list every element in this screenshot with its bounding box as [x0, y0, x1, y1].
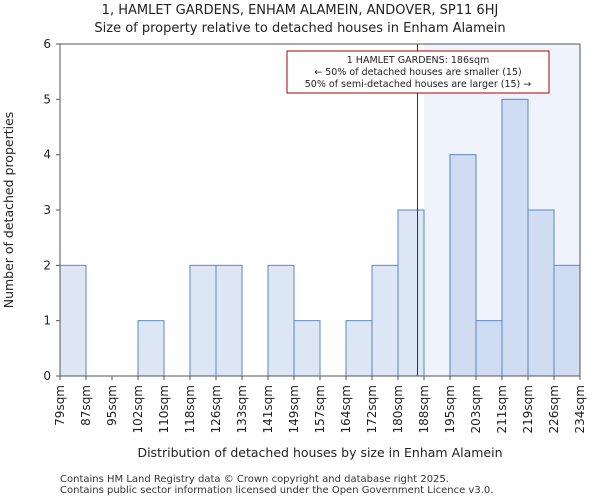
x-tick-label: 149sqm [287, 385, 301, 433]
bar-149sqm [293, 320, 321, 377]
x-tick-label: 133sqm [235, 385, 249, 433]
x-tick-label: 118sqm [183, 385, 197, 433]
bar-118sqm [189, 264, 217, 377]
bar-79sqm [59, 264, 87, 377]
x-tick-label: 219sqm [521, 385, 535, 433]
bar-102sqm [137, 320, 165, 377]
y-axis-label: Number of detached properties [1, 112, 16, 309]
bar-180sqm [397, 209, 425, 377]
y-tick-label: 6 [43, 37, 51, 51]
x-tick-label: 172sqm [365, 385, 379, 433]
bar-172sqm [371, 264, 399, 377]
footer-line-1: Contains HM Land Registry data © Crown c… [60, 474, 449, 485]
y-tick-label: 0 [43, 369, 51, 383]
annotation-line-3: 50% of semi-detached houses are larger (… [305, 79, 532, 90]
x-tick-label: 102sqm [131, 385, 145, 433]
x-axis-ticks: 79sqm 87sqm 95sqm 102sqm 110sqm 118sqm 126sqm 1… [53, 376, 587, 433]
bar-126sqm [215, 264, 243, 377]
x-tick-label: 95sqm [105, 385, 119, 426]
x-tick-label: 164sqm [339, 385, 353, 433]
bar-226sqm [553, 264, 581, 377]
x-tick-label: 157sqm [313, 385, 327, 433]
annotation-box: 1 HAMLET GARDENS: 186sqm ← 50% of detach… [286, 50, 550, 94]
x-tick-label: 126sqm [209, 385, 223, 433]
y-tick-label: 3 [43, 203, 51, 217]
y-axis-ticks: 0 1 2 3 4 5 6 [43, 37, 60, 383]
x-axis-label: Distribution of detached houses by size … [137, 445, 502, 460]
bar-164sqm [345, 320, 373, 377]
bar-chart: 1 HAMLET GARDENS: 186sqm ← 50% of detach… [1, 37, 587, 460]
bar-211sqm [501, 98, 529, 377]
x-tick-label: 195sqm [443, 385, 457, 433]
x-tick-label: 211sqm [495, 385, 509, 433]
x-tick-label: 87sqm [79, 385, 93, 426]
annotation-rect [286, 50, 550, 94]
bars-group [59, 98, 581, 377]
footer-line-2: Contains public sector information licen… [60, 485, 494, 496]
x-tick-label: 226sqm [547, 385, 561, 433]
bar-203sqm [475, 320, 503, 377]
y-tick-label: 4 [43, 148, 51, 162]
bar-141sqm [267, 264, 295, 377]
chart-subtitle: Size of property relative to detached ho… [94, 21, 506, 36]
x-tick-label: 110sqm [157, 385, 171, 433]
annotation-line-2: ← 50% of detached houses are smaller (15… [314, 67, 521, 78]
x-tick-label: 234sqm [573, 385, 587, 433]
x-tick-label: 203sqm [469, 385, 483, 433]
chart-title: 1, HAMLET GARDENS, ENHAM ALAMEIN, ANDOVE… [101, 3, 499, 18]
annotation-line-1: 1 HAMLET GARDENS: 186sqm [347, 55, 490, 66]
x-tick-label: 79sqm [53, 385, 67, 426]
y-tick-label: 5 [43, 92, 51, 106]
y-tick-label: 2 [43, 258, 51, 272]
bar-195sqm [449, 154, 477, 377]
bar-219sqm [527, 209, 555, 377]
x-tick-label: 188sqm [417, 385, 431, 433]
y-tick-label: 1 [43, 314, 51, 328]
x-tick-label: 141sqm [261, 385, 275, 433]
x-tick-label: 180sqm [391, 385, 405, 433]
